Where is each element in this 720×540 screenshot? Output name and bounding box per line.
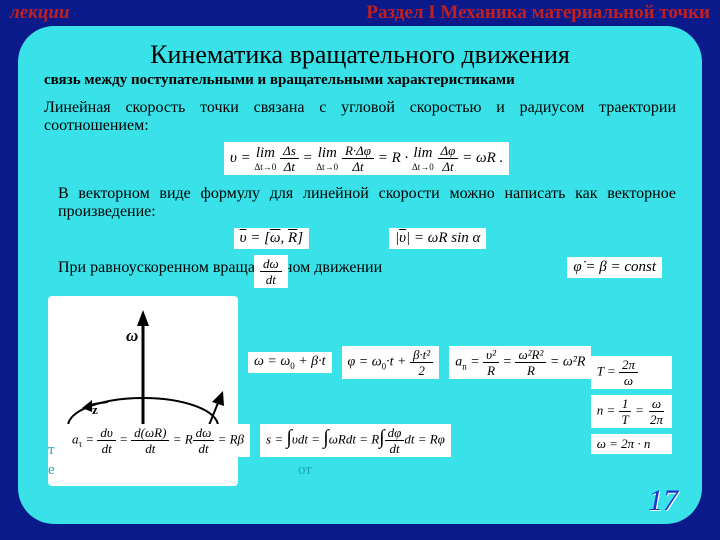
- formula-frequency: n = 1T = ω2π: [591, 395, 672, 428]
- formula-v-limit-row: υ = limΔt→0 ΔsΔt = limΔt→0 R·ΔφΔt = R · …: [44, 142, 676, 175]
- bg-text: от: [298, 462, 312, 479]
- formula-omega-n: ω = 2π · n: [591, 434, 672, 454]
- formula-phi-t: φ = ω0·t + β·t²2: [342, 346, 440, 379]
- formula-omega-t: ω = ω0 + β·t: [248, 352, 332, 373]
- page-subtitle: связь между поступательными и вращательн…: [44, 72, 676, 89]
- rotation-diagram-svg: ω R z: [48, 296, 238, 486]
- section-title: Раздел I Механика материальной точки: [366, 2, 710, 24]
- bg-text: е: [48, 462, 55, 479]
- paragraph-3: При равноускоренном вращательном движени…: [44, 259, 676, 277]
- content-card: Кинематика вращательного движения связь …: [18, 26, 702, 524]
- lectures-label: лекции: [10, 2, 70, 24]
- formula-mag-v: |υ| = ωR sin α: [389, 228, 486, 249]
- svg-text:z: z: [92, 402, 98, 417]
- rotation-diagram: ω R z: [48, 296, 238, 486]
- page-title: Кинематика вращательного движения: [44, 40, 676, 70]
- formula-v-limit: υ = limΔt→0 ΔsΔt = limΔt→0 R·ΔφΔt = R · …: [224, 142, 509, 175]
- paragraph-3-text: При равноускоренном вращательном движени…: [58, 259, 382, 276]
- formula-s: s = ∫υdt = ∫ωRdt = R∫dφdtdt = Rφ: [260, 424, 451, 457]
- formula-phi-beta: φ̇ = β = const: [567, 257, 662, 278]
- formula-right-stack: T = 2πω n = 1T = ω2π ω = 2π · n: [591, 356, 672, 454]
- paragraph-1: Линейная скорость точки связана с углово…: [44, 99, 676, 136]
- formula-row-kinematics: ω = ω0 + β·t φ = ω0·t + β·t²2 an = υ²R =…: [248, 346, 591, 379]
- formula-vector-v: υ = [ω, R]: [234, 228, 309, 249]
- svg-text:ω: ω: [126, 326, 138, 345]
- page-number: 17: [648, 484, 678, 518]
- formula-atau: aτ = dυdt = d(ωR)dt = Rdωdt = Rβ: [66, 424, 250, 457]
- formula-period: T = 2πω: [591, 356, 672, 389]
- bg-text: т: [48, 442, 55, 459]
- formula-dwdt: dωdt: [254, 255, 288, 288]
- formula-row-atau: aτ = dυdt = d(ωR)dt = Rdωdt = Rβ s = ∫υd…: [66, 424, 451, 457]
- formula-an: an = υ²R = ω²R²R = ω²R: [449, 346, 591, 379]
- paragraph-2: В векторном виде формулу для линейной ск…: [44, 185, 676, 222]
- formula-vector-row: υ = [ω, R] |υ| = ωR sin α: [44, 228, 676, 249]
